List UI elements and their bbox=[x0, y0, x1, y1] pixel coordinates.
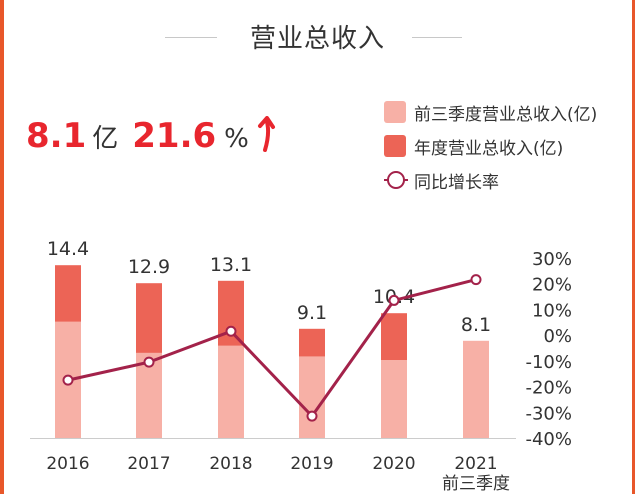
x-tick-label-4: 2020 bbox=[372, 454, 415, 474]
y2-tick-label-4: -10% bbox=[525, 352, 572, 373]
title-rule-right bbox=[412, 37, 462, 38]
kpi-growth-value: 21.6 bbox=[132, 116, 217, 156]
legend: 前三季度营业总收入(亿) 年度营业总收入(亿) 同比增长率 bbox=[384, 98, 624, 200]
x-tick-label-5: 2021 bbox=[454, 454, 497, 474]
x-tick-label-3: 2019 bbox=[290, 454, 333, 474]
title-area: 营业总收入 bbox=[0, 18, 635, 58]
legend-item-annual: 年度营业总收入(亿) bbox=[384, 132, 624, 166]
y2-tick-label-3: 0% bbox=[543, 326, 572, 347]
kpi-growth-unit: % bbox=[224, 124, 249, 154]
y2-tick-label-1: 20% bbox=[532, 275, 572, 296]
growth-point-1 bbox=[143, 356, 155, 368]
chart-title: 营业总收入 bbox=[249, 24, 385, 54]
y2-tick-label-6: -30% bbox=[525, 403, 572, 424]
growth-point-2 bbox=[225, 325, 237, 337]
bar-value-label-0: 14.4 bbox=[47, 238, 89, 260]
legend-item-q3: 前三季度营业总收入(亿) bbox=[384, 98, 624, 132]
legend-label-growth: 同比增长率 bbox=[414, 173, 499, 193]
growth-point-0 bbox=[62, 374, 74, 386]
legend-line-marker-icon bbox=[384, 171, 408, 189]
kpi-revenue-value: 8.1 bbox=[26, 116, 87, 156]
bar-value-label-5: 8.1 bbox=[461, 314, 491, 336]
legend-label-annual: 年度营业总收入(亿) bbox=[414, 139, 564, 159]
right-edge-stripe bbox=[632, 0, 635, 494]
y2-tick-label-2: 10% bbox=[532, 300, 572, 321]
y2-tick-label-5: -20% bbox=[525, 378, 572, 399]
growth-point-4 bbox=[388, 294, 400, 306]
x-tick-label-1: 2017 bbox=[127, 454, 170, 474]
x-tick-label-5-sub: 前三季度 bbox=[442, 474, 510, 494]
bar-q3-4 bbox=[381, 360, 407, 438]
y2-tick-label-0: 30% bbox=[532, 249, 572, 270]
legend-swatch-q3 bbox=[384, 101, 406, 123]
bar-value-label-1: 12.9 bbox=[128, 256, 170, 278]
growth-point-5 bbox=[470, 274, 482, 286]
legend-item-growth: 同比增长率 bbox=[384, 166, 624, 200]
bar-q3-3 bbox=[299, 356, 325, 438]
bar-value-label-3: 9.1 bbox=[297, 302, 327, 324]
legend-label-q3: 前三季度营业总收入(亿) bbox=[414, 105, 598, 125]
y2-tick-label-7: -40% bbox=[525, 429, 572, 450]
up-arrow-icon bbox=[258, 116, 275, 152]
title-rule-left bbox=[165, 37, 217, 38]
bar-value-label-2: 13.1 bbox=[210, 254, 252, 276]
legend-swatch-annual bbox=[384, 135, 406, 157]
bar-q3-5 bbox=[463, 340, 489, 438]
kpi-revenue-unit: 亿 bbox=[92, 124, 119, 154]
x-tick-label-2: 2018 bbox=[209, 454, 252, 474]
left-edge-stripe bbox=[0, 0, 4, 494]
x-tick-label-0: 2016 bbox=[46, 454, 89, 474]
bar-q3-2 bbox=[218, 345, 244, 438]
growth-point-3 bbox=[306, 410, 318, 422]
kpi-summary: 8.1 亿 21.6% bbox=[26, 116, 275, 156]
growth-line bbox=[67, 278, 477, 418]
